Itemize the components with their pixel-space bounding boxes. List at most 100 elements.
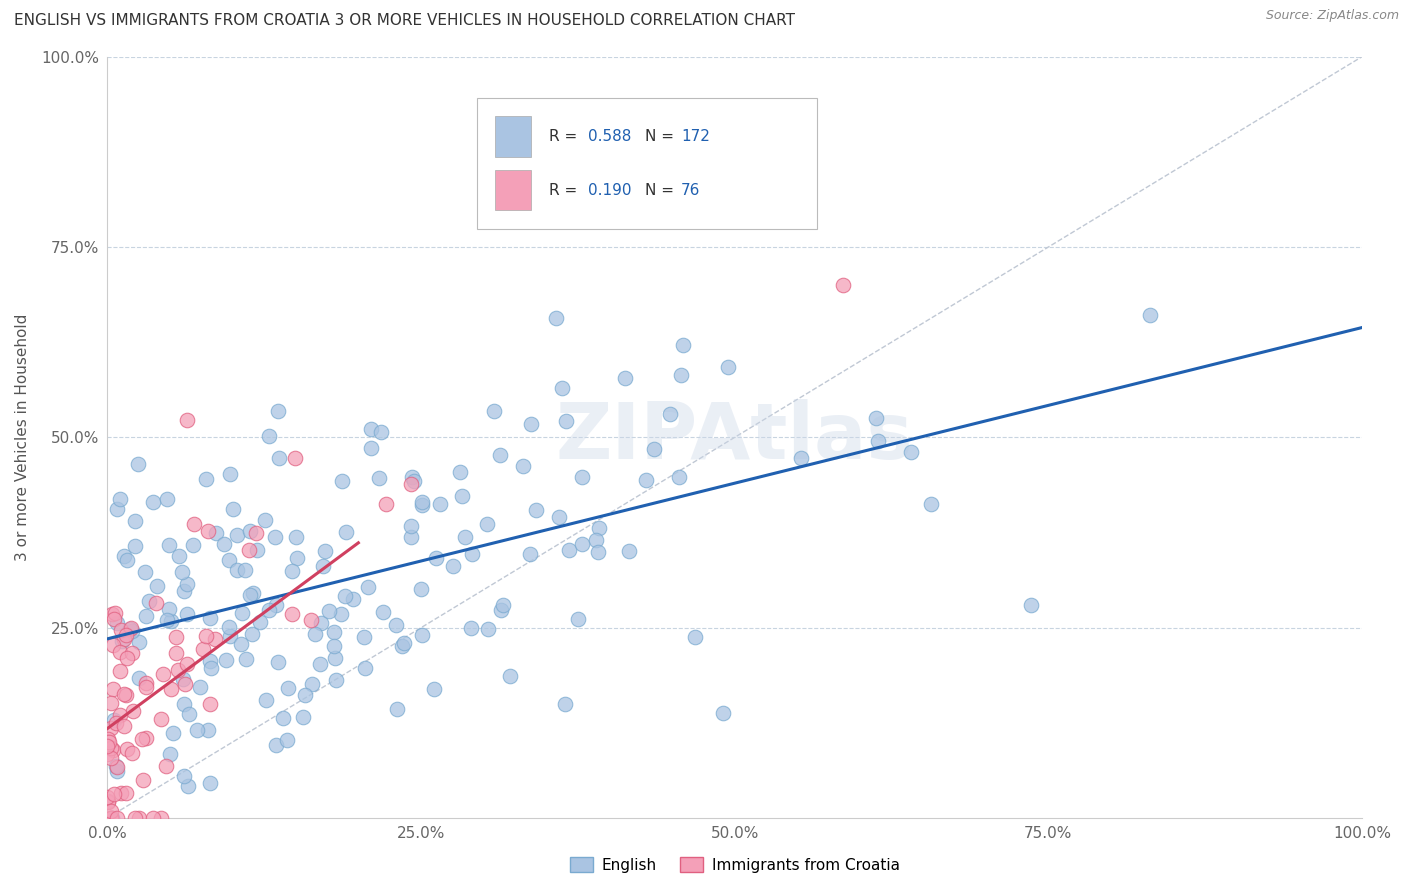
Point [165,647,187,661]
Point [121,704,143,718]
Point [105,759,128,773]
Point [387,702,409,716]
Point [264,738,287,752]
Point [103,788,125,802]
Point [238,588,260,602]
Point [385,617,408,632]
Point [108,707,131,722]
Point [160,614,183,628]
Point [277,681,299,695]
Point [304,626,326,640]
Point [104,606,127,620]
Point [97,794,120,808]
Point [115,553,138,567]
Point [312,559,335,574]
Point [146,579,169,593]
Point [551,381,574,395]
Text: 76: 76 [682,183,700,197]
Y-axis label: 3 or more Vehicles in Household: 3 or more Vehicles in Household [15,314,30,561]
Point [284,451,307,466]
Point [429,497,451,511]
Point [183,516,205,531]
Point [280,607,302,621]
Point [176,607,198,621]
Point [173,583,195,598]
Point [131,732,153,747]
Point [409,582,432,596]
Point [318,604,340,618]
Text: N =: N = [645,183,679,197]
Point [145,596,167,610]
Point [225,562,247,576]
Text: Source: ZipAtlas.com: Source: ZipAtlas.com [1265,9,1399,22]
Point [112,688,135,702]
Point [391,639,413,653]
Point [257,602,280,616]
Point [499,668,522,682]
Point [134,608,156,623]
Point [114,628,136,642]
Point [900,445,922,459]
Point [544,311,567,326]
Point [280,564,302,578]
Point [477,622,499,636]
Point [128,634,150,648]
Point [152,666,174,681]
Point [353,631,375,645]
Point [132,772,155,787]
Point [215,653,238,667]
Point [335,589,357,603]
Point [411,628,433,642]
Point [150,712,173,726]
Point [115,651,138,665]
Text: R =: R = [550,129,582,144]
Point [110,786,132,800]
Point [524,502,547,516]
Point [231,637,253,651]
Point [176,413,198,427]
Text: ZIPAtlas: ZIPAtlas [555,400,914,475]
Point [96,739,118,754]
Point [124,811,146,825]
Point [100,811,122,825]
Point [323,624,346,639]
Point [1139,308,1161,322]
Point [105,760,128,774]
Point [554,697,576,711]
Point [263,530,285,544]
Point [135,675,157,690]
Point [411,495,433,509]
Text: R =: R = [550,183,582,197]
Point [713,706,735,721]
Point [100,721,122,735]
Point [330,474,353,488]
Point [110,664,132,678]
Point [238,542,260,557]
Point [135,680,157,694]
Point [269,450,291,465]
Point [242,586,264,600]
Point [156,492,179,507]
Point [354,661,377,675]
Point [360,422,382,436]
Point [200,661,222,675]
Point [191,641,214,656]
Text: N =: N = [645,129,679,144]
Point [489,603,512,617]
Point [717,360,740,375]
Point [371,605,394,619]
Point [512,459,534,474]
Point [402,475,425,489]
Point [264,598,287,612]
Point [668,470,690,484]
Point [267,404,290,418]
Point [127,457,149,471]
Point [100,740,122,755]
Point [301,676,323,690]
Point [585,533,607,548]
Point [103,714,125,728]
Point [112,632,135,646]
Text: 0.588: 0.588 [589,129,631,144]
Point [167,663,190,677]
Point [299,613,322,627]
